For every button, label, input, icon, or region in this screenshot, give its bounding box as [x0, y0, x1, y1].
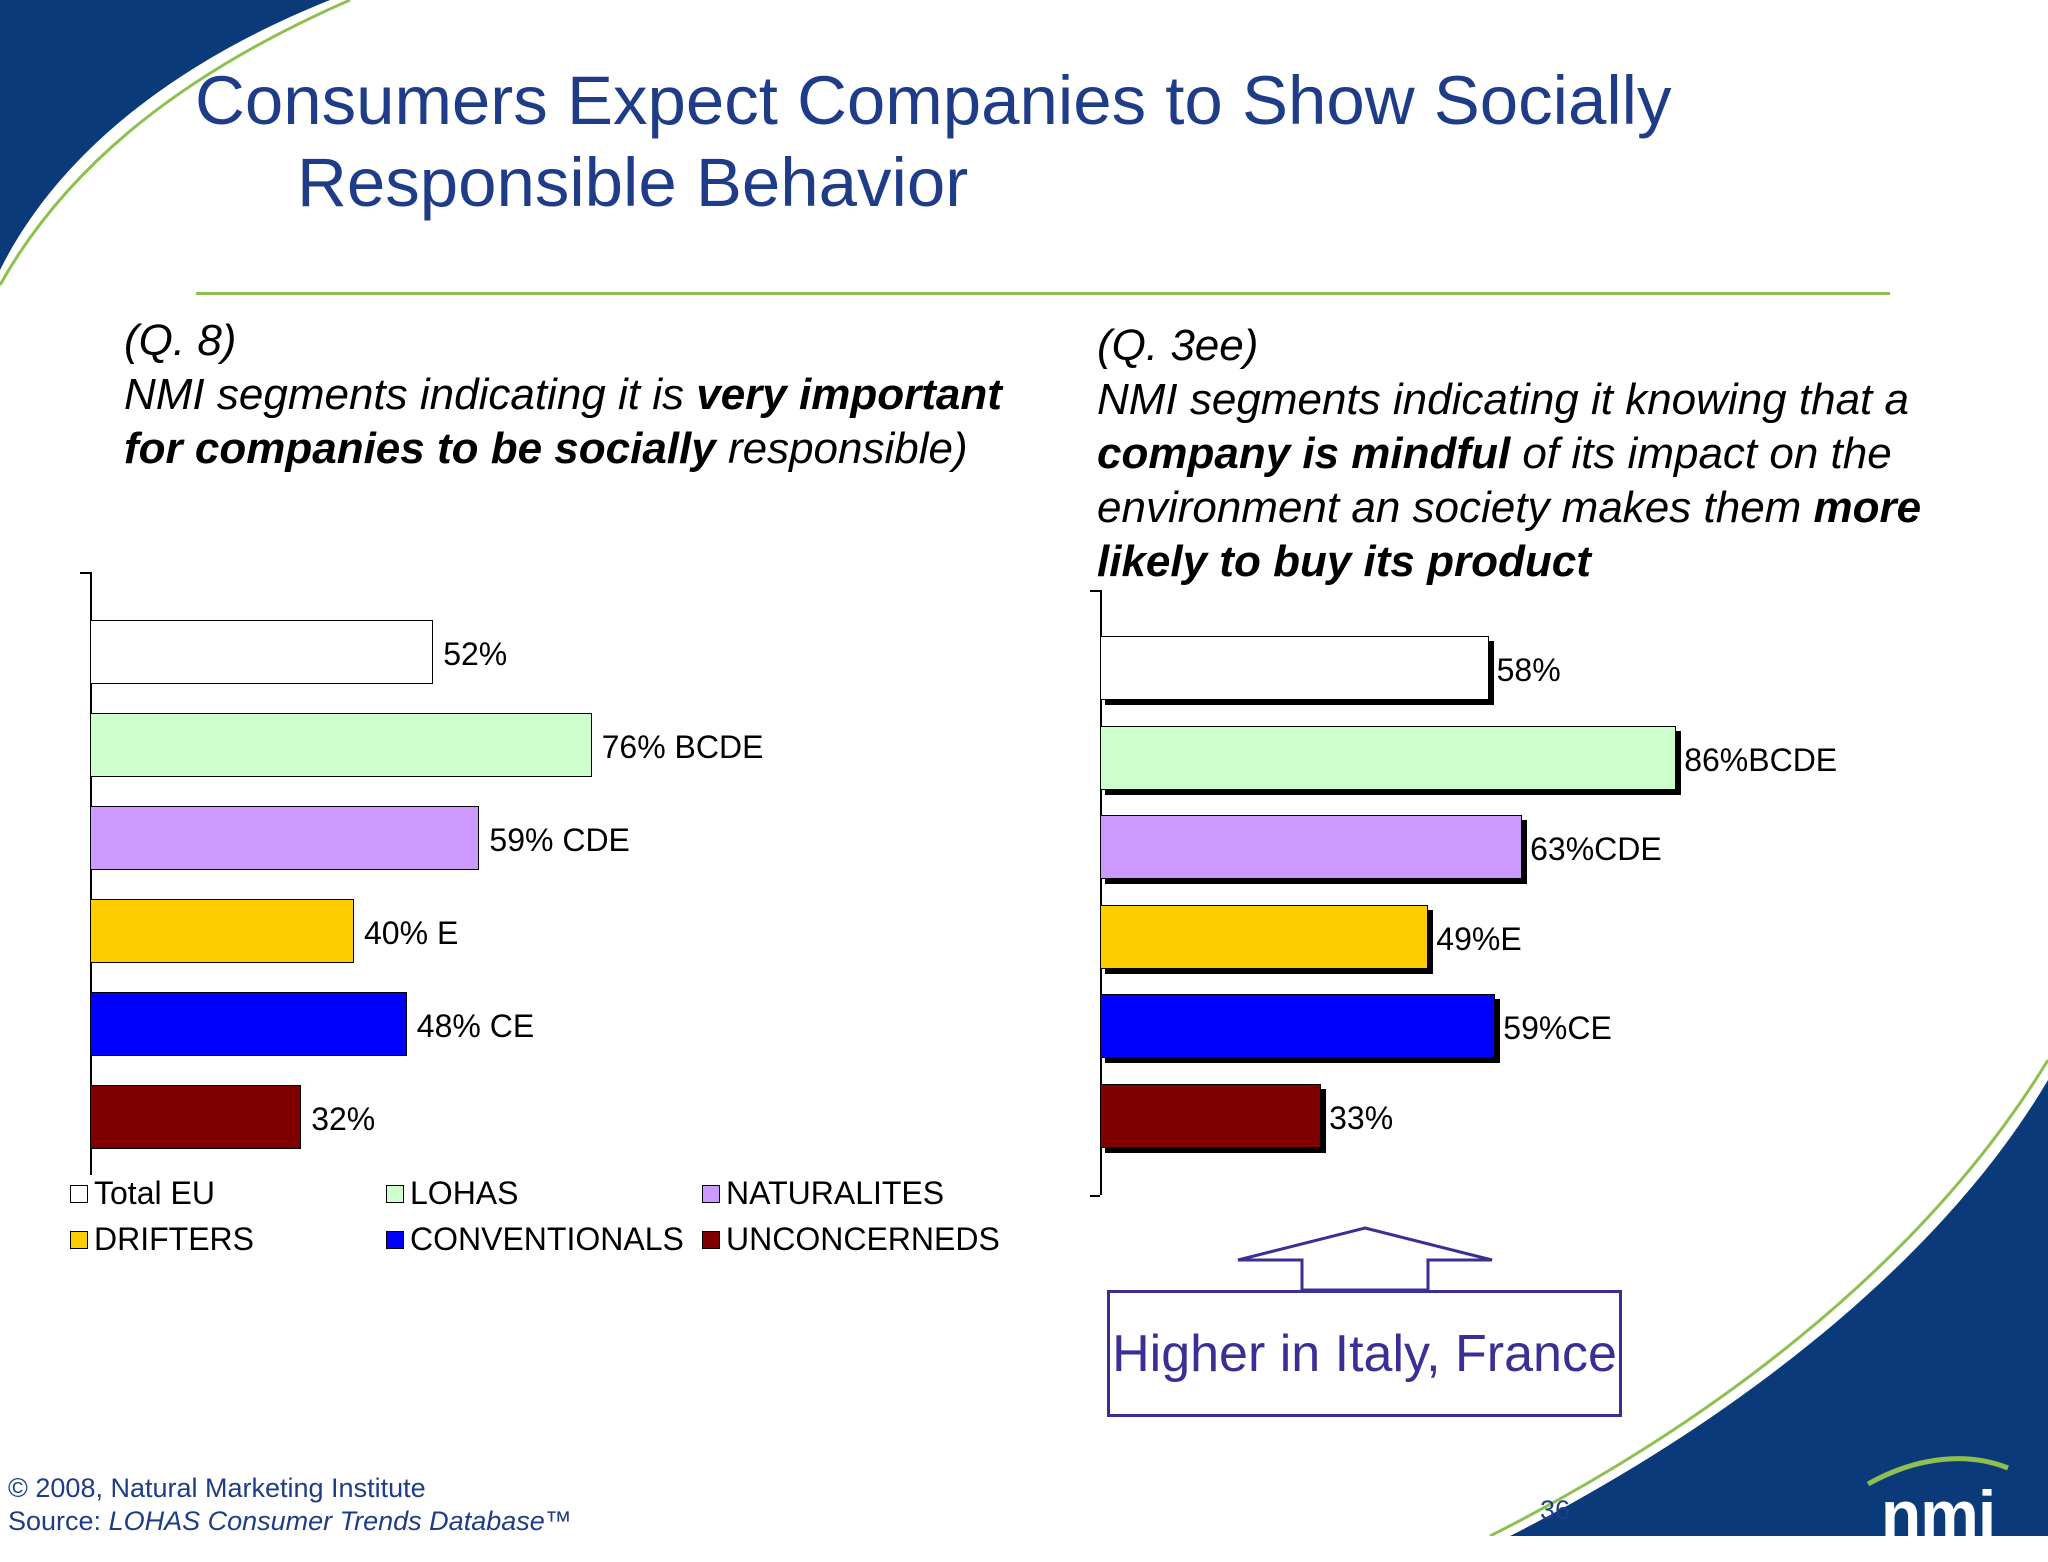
page-number: 36	[1540, 1495, 1571, 1525]
data-label-drifters: 49%E	[1436, 920, 1522, 957]
title-divider	[196, 292, 1890, 295]
nmi-logo: nmi natural marketing institute	[1848, 1450, 2028, 1562]
right-question-text-bold-2: more likely to buy its product	[1097, 483, 1922, 586]
legend-swatch	[702, 1230, 720, 1249]
data-label-lohas: 76% BCDE	[601, 729, 764, 765]
bar-conventionals	[90, 992, 407, 1056]
right-question-text-bold-1: company is mindful	[1097, 429, 1511, 478]
callout-arrow	[1237, 1226, 1493, 1292]
data-label-conventionals: 48% CE	[416, 1008, 535, 1044]
right-question-text-pre: NMI segments indicating it knowing that …	[1097, 375, 1909, 424]
bar-naturalites	[1100, 815, 1523, 879]
bar-unconcerneds	[90, 1085, 302, 1149]
bar-total-eu	[1100, 636, 1489, 700]
data-label-lohas: 86%BCDE	[1684, 741, 1838, 778]
legend-swatch	[702, 1184, 720, 1203]
bar-total-eu	[90, 620, 434, 684]
legend-label: Total EU	[94, 1175, 215, 1211]
bar-drifters	[90, 899, 354, 963]
legend-item-naturalites: NATURALITES	[702, 1175, 944, 1212]
bar-naturalites	[90, 806, 480, 870]
slide-title: Consumers Expect Companies to Show Socia…	[195, 60, 1795, 224]
legend-label: LOHAS	[410, 1175, 519, 1211]
legend-label: NATURALITES	[726, 1175, 945, 1211]
source-name: LOHAS Consumer Trends Database™	[108, 1506, 572, 1536]
data-label-drifters: 40% E	[364, 915, 459, 951]
top-left-green-line	[0, 0, 351, 286]
legend-item-drifters: DRIFTERS	[70, 1221, 254, 1258]
logo-mark: nmi	[1880, 1477, 1996, 1551]
value-axis	[90, 572, 92, 1175]
bar-drifters	[1100, 904, 1429, 969]
left-question: (Q. 8) NMI segments indicating it is ver…	[124, 314, 1024, 476]
legend-swatch	[70, 1230, 88, 1249]
logo-swoosh-icon	[1866, 1456, 2009, 1487]
axis-tick-bottom	[1090, 1195, 1100, 1197]
bottom-right-green-line	[1489, 1059, 2048, 1536]
data-label-total-eu: 58%	[1496, 652, 1561, 688]
legend-label: UNCONCERNEDS	[726, 1221, 1000, 1257]
data-label-conventionals: 59%CE	[1503, 1010, 1612, 1046]
right-question: (Q. 3ee) NMI segments indicating it know…	[1097, 319, 2017, 589]
copyright: © 2008, Natural Marketing Institute	[8, 1473, 426, 1503]
callout-text: Higher in Italy, France	[1112, 1324, 1617, 1383]
legend-label: CONVENTIONALS	[410, 1221, 684, 1257]
legend-item-unconcerneds: UNCONCERNEDS	[702, 1221, 1000, 1258]
data-label-naturalites: 63%CDE	[1530, 831, 1662, 867]
data-label-naturalites: 59% CDE	[489, 822, 630, 858]
data-label-unconcerneds: 33%	[1329, 1099, 1394, 1136]
left-question-text-pre: NMI segments indicating it is	[124, 370, 697, 419]
left-question-text-bold: very important for companies to be socia…	[124, 370, 1002, 473]
legend-item-conventionals: CONVENTIONALS	[386, 1221, 684, 1258]
left-question-text-post: responsible)	[715, 424, 968, 473]
logo-name: natural marketing institute	[1852, 1544, 2024, 1561]
footer: © 2008, Natural Marketing Institute Sour…	[8, 1472, 572, 1538]
legend-swatch	[386, 1230, 404, 1249]
data-label-total-eu: 52%	[443, 636, 508, 672]
legend-label: DRIFTERS	[94, 1221, 254, 1257]
bar-lohas	[90, 713, 592, 777]
bar-conventionals	[1100, 994, 1496, 1058]
legend-item-total-eu: Total EU	[70, 1175, 215, 1212]
bottom-right-swoosh	[1510, 1080, 2048, 1536]
title-line-1: Consumers Expect Companies to Show Socia…	[195, 62, 1672, 139]
legend-item-lohas: LOHAS	[386, 1175, 518, 1212]
axis-tick-top	[80, 572, 90, 574]
bar-lohas	[1100, 725, 1677, 790]
legend-swatch	[70, 1184, 88, 1203]
axis-tick-top	[1090, 590, 1100, 592]
data-label-unconcerneds: 32%	[311, 1101, 376, 1137]
callout-box: Higher in Italy, France	[1107, 1290, 1622, 1417]
left-question-code: (Q. 8)	[124, 316, 237, 365]
value-axis	[1100, 590, 1102, 1195]
right-question-text-mid: of its impact on the environment an soci…	[1097, 429, 1892, 532]
bar-unconcerneds	[1100, 1083, 1322, 1148]
right-question-code: (Q. 3ee)	[1097, 321, 1259, 370]
source-label: Source:	[8, 1506, 109, 1536]
legend-swatch	[386, 1184, 404, 1203]
title-line-2: Responsible Behavior	[297, 144, 969, 221]
top-left-swoosh	[0, 0, 330, 270]
